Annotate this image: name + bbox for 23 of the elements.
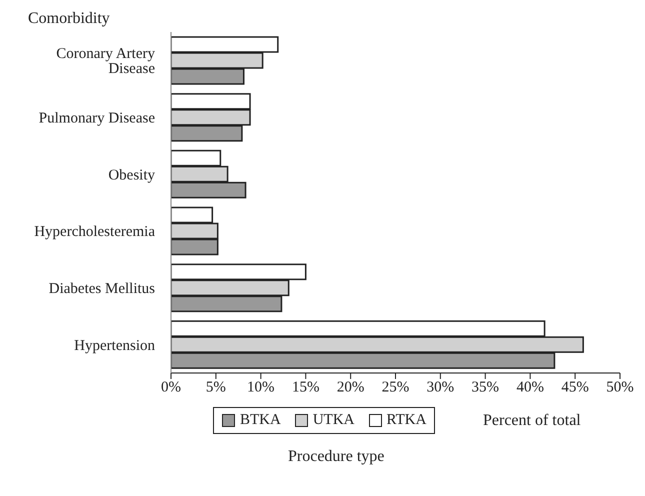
x-axis-title: Percent of total <box>483 412 581 430</box>
y-tick-label: Pulmonary Disease <box>38 110 156 127</box>
y-tick-label: Obesity <box>108 167 156 184</box>
x-tick-label: 20% <box>336 380 364 396</box>
legend-title: Procedure type <box>288 448 384 466</box>
y-tick-label: Hypercholesteremia <box>34 224 156 240</box>
y-tick-label: Coronary Artery Disease <box>56 46 156 78</box>
x-tick-label: 5% <box>206 380 226 396</box>
legend-label: BTKA <box>239 412 281 429</box>
x-tick-label: 30% <box>426 380 454 396</box>
x-tick-label: 10% <box>247 380 275 396</box>
x-tick-label: 35% <box>472 380 500 396</box>
x-tick-label: 40% <box>516 380 544 396</box>
x-tick-label: 50% <box>606 380 634 396</box>
x-tick-label: 45% <box>561 380 589 396</box>
x-tick-label: 0% <box>161 380 181 396</box>
y-tick-label: Hypertension <box>74 338 156 354</box>
y-tick-label: Diabetes Mellitus <box>48 281 156 298</box>
x-tick-label: 15% <box>292 380 320 396</box>
y-axis-title: Comorbidity <box>28 10 110 28</box>
legend-label: UTKA <box>312 412 355 429</box>
legend-label: RTKA <box>386 412 426 429</box>
x-tick-label: 25% <box>382 380 410 396</box>
